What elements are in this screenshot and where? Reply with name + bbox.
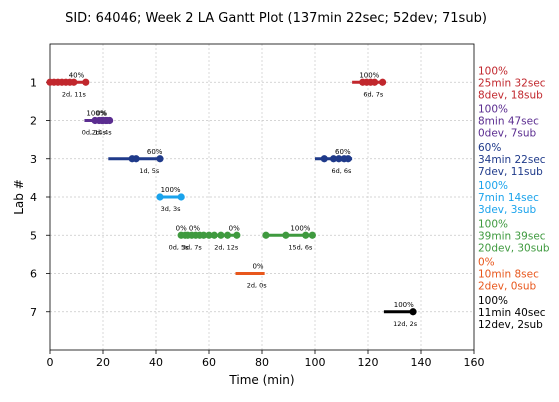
lab-3-submission-point	[156, 155, 164, 163]
lab-2-summary-line: 8min 47sec	[478, 116, 539, 128]
grid	[50, 44, 474, 350]
segment-percent-label: 0%	[252, 263, 263, 271]
y-axis: 1 2 3 4 5 6 7	[30, 76, 50, 319]
x-tick-label: 40	[149, 356, 163, 369]
segment-percent-label: 40%	[69, 71, 85, 79]
chart-title: SID: 64046; Week 2 LA Gantt Plot (137min…	[65, 11, 487, 26]
lab-7-submission-point	[409, 308, 417, 316]
segment-duration-label: 2d, 4s	[92, 129, 113, 137]
lab-1-summary-line: 8dev, 18sub	[478, 89, 543, 101]
lab-2-summary-line: 0dev, 7sub	[478, 128, 537, 140]
lab-5-submission-point	[302, 231, 310, 239]
segment-duration-label: 3d, 3s	[161, 205, 182, 213]
x-tick-label: 20	[96, 356, 110, 369]
lab-5-submission-point	[217, 231, 225, 239]
y-tick-label: 4	[30, 191, 37, 204]
lab-1-submission-point	[378, 78, 387, 86]
segment-percent-label: 100%	[86, 110, 106, 118]
segment-percent-label: 0%	[96, 110, 107, 118]
segment-percent-label: 60%	[147, 148, 163, 156]
segment-duration-label: 2d, 12s	[214, 243, 239, 251]
segment-duration-label: 6d, 6s	[332, 167, 353, 175]
lab-7-summary-line: 11min 40sec	[478, 307, 546, 319]
lab-7-summary-line: 12dev, 2sub	[478, 319, 543, 331]
segment-percent-label: 60%	[335, 148, 351, 156]
segment-duration-label: 12d, 2s	[393, 320, 418, 328]
x-tick-label: 60	[202, 356, 216, 369]
lab-4-summary-line: 3dev, 3sub	[478, 204, 537, 216]
segment-duration-label: 1d, 5s	[139, 167, 160, 175]
lab-6-summary-line: 10min 8sec	[478, 269, 539, 281]
lab-3-submission-point	[335, 155, 343, 163]
segment-duration-label: 6d, 7s	[363, 90, 384, 98]
lab-5-summary-line: 39min 39sec	[478, 230, 546, 242]
x-tick-label: 140	[411, 356, 432, 369]
lab-5-submission-point	[223, 231, 232, 239]
x-tick-label: 160	[464, 356, 485, 369]
x-axis: 0 20 40 60 80 100 120 140 160	[47, 350, 485, 369]
lab-3-summary-line: 60%	[478, 142, 501, 154]
lab-1-summary-line: 25min 32sec	[478, 77, 546, 89]
lab-3-submission-point	[344, 155, 352, 163]
y-tick-label: 3	[30, 153, 37, 166]
lab-1-submission-point	[70, 78, 78, 86]
segment-duration-label: 15d, 6s	[288, 243, 313, 251]
lab-4-submission-point	[177, 193, 185, 201]
lab-5-submission-point	[200, 231, 208, 239]
x-axis-label: Time (min)	[228, 373, 294, 387]
lab-5-submission-point	[233, 231, 241, 239]
y-tick-label: 2	[30, 115, 37, 128]
lab-4-summary-line: 100%	[478, 180, 508, 192]
lab-3-submission-point	[329, 155, 338, 163]
segment-duration-label: 0d, 14s	[82, 129, 107, 137]
lab-1-summary-line: 100%	[478, 65, 508, 77]
lab-4-summary-line: 7min 14sec	[478, 192, 539, 204]
segment-percent-label: 0%	[189, 224, 200, 232]
lab-4-submission-point	[156, 193, 164, 201]
lab-5-submission-point	[205, 231, 213, 239]
segment-duration-label: 0d, 5s	[169, 243, 190, 251]
lab-5-submission-point	[210, 231, 218, 239]
segment-percent-label: 100%	[290, 224, 310, 232]
lab-1-submission-point	[371, 78, 379, 86]
y-tick-label: 5	[30, 229, 37, 242]
lab-2-summary-line: 100%	[478, 104, 508, 116]
x-tick-label: 80	[255, 356, 269, 369]
y-axis-label: Lab #	[12, 179, 26, 215]
segment-percent-label: 100%	[394, 301, 414, 309]
segment-percent-label: 100%	[359, 71, 379, 79]
x-tick-label: 100	[305, 356, 326, 369]
lab-3-submission-point	[132, 155, 140, 163]
lab-3-submission-point	[320, 155, 328, 163]
segments	[46, 78, 417, 316]
lab-5-submission-point	[282, 231, 290, 239]
lab-5-summary-line: 20dev, 30sub	[478, 242, 550, 254]
lab-7-summary-line: 100%	[478, 295, 508, 307]
lab-3-summary-line: 34min 22sec	[478, 154, 546, 166]
segment-percent-label: 0%	[229, 224, 240, 232]
lab-5-summary-line: 100%	[478, 218, 508, 230]
lab-5-submission-point	[262, 231, 270, 239]
x-tick-label: 120	[358, 356, 379, 369]
segment-duration-label: 3d, 7s	[182, 243, 203, 251]
lab-5-submission-point	[308, 231, 316, 239]
segment-percent-label: 100%	[161, 186, 181, 194]
y-tick-label: 6	[30, 268, 37, 281]
segment-labels: 40% 100%100%0%60% 60%100%0% 0% 0% 100%0%100%2…	[62, 71, 418, 328]
segment-duration-label: 2d, 11s	[62, 90, 87, 98]
y-tick-label: 7	[30, 306, 37, 319]
lab-3-summary-line: 7dev, 11sub	[478, 166, 543, 178]
y-tick-label: 1	[30, 76, 37, 89]
lab-2-submission-point	[102, 116, 110, 125]
x-tick-label: 0	[47, 356, 54, 369]
segment-duration-label: 2d, 0s	[247, 282, 268, 290]
lab-1-submission-point	[82, 78, 90, 86]
segment-percent-label: 0%	[176, 224, 187, 232]
lab-6-summary-line: 0%	[478, 257, 495, 269]
lab-6-summary-line: 2dev, 0sub	[478, 281, 537, 293]
